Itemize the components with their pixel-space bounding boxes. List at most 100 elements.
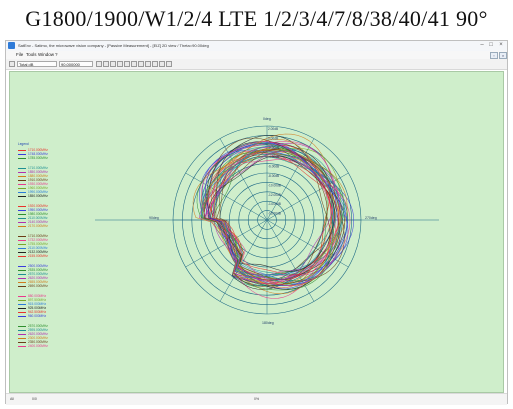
tool-icon-10[interactable] [159,61,165,67]
grid-spoke [185,172,268,221]
legend-item: 2620.000MHz [18,332,58,336]
legend-item: 2170.000MHz [18,224,58,228]
legend-item: 1748.000MHz [18,152,58,156]
legend-item: 2655.000MHz [18,280,58,284]
legend-item: 942.500MHz [18,310,58,314]
legend-swatch [18,346,26,347]
legend-item: 1785.000MHz [18,156,58,160]
legend-item: 1930.000MHz [18,182,58,186]
legend-label: 925.000MHz [28,306,47,310]
page-heading: G1800/1900/W1/2/4 LTE 1/2/3/4/7/8/38/40/… [25,6,488,31]
legend-swatch [18,184,26,185]
legend-label: 1880.000MHz [28,174,48,178]
legend-label: 1710.000MHz [28,166,48,170]
legend-item: 2132.000MHz [18,250,58,254]
legend-item: 2570.000MHz [18,324,58,328]
legend-swatch [18,252,26,253]
legend-swatch [18,236,26,237]
variable-select[interactable]: Total dB [17,61,57,67]
pattern-trace [205,147,340,280]
legend-label: 1850.000MHz [28,194,48,198]
legend-item: 1710.000MHz [18,148,58,152]
legend-swatch [18,240,26,241]
legend-label: 1850.000MHz [28,170,48,174]
legend-item: 2535.000MHz [18,268,58,272]
tool-icon-2[interactable] [103,61,109,67]
menu-tools[interactable]: Tools [26,52,37,57]
view-mode-icon[interactable] [9,61,15,67]
legend-label: 2170.000MHz [28,224,48,228]
legend: Legend 1710.000MHz 1748.000MHz 1785.000MHz… [18,142,58,354]
legend-item: 2140.000MHz [18,220,58,224]
minimize-icon[interactable]: – [480,42,484,48]
pattern-trace [192,148,348,286]
tool-icon-9[interactable] [152,61,158,67]
tool-icon-4[interactable] [117,61,123,67]
app-window: SatEnv - Satimo, the microwave vision co… [5,40,508,405]
pattern-trace [213,150,336,284]
tool-icon-1[interactable] [96,61,102,67]
menu-window[interactable]: Window [38,52,55,57]
legend-label: 897.500MHz [28,298,47,302]
legend-label: 2535.000MHz [28,268,48,272]
status-left: All [10,397,14,401]
legend-swatch [18,180,26,181]
legend-swatch [18,218,26,219]
legend-label: 2132.000MHz [28,250,48,254]
legend-swatch [18,150,26,151]
legend-label: 1732.000MHz [28,238,48,242]
legend-item: 1710.000MHz [18,166,58,170]
legend-swatch [18,158,26,159]
grid-spoke [266,172,349,221]
legend-swatch [18,304,26,305]
mdi-restore-icon[interactable]: ▫ [490,52,498,59]
angle-value-input[interactable]: 90.000000 [59,61,93,67]
tool-icon-11[interactable] [166,61,172,67]
pattern-trace [203,142,339,285]
legend-label: 1960.000MHz [28,186,48,190]
legend-item: 1755.000MHz [18,242,58,246]
legend-item: 2595.000MHz [18,328,58,332]
close-icon[interactable]: × [499,42,503,48]
maximize-icon[interactable]: □ [489,42,493,48]
legend-label: 2110.000MHz [28,246,48,250]
legend-swatch [18,286,26,287]
legend-item: 2400.000MHz [18,344,58,348]
legend-swatch [18,278,26,279]
legend-swatch [18,300,26,301]
legend-swatch [18,270,26,271]
legend-swatch [18,312,26,313]
pattern-trace [196,142,344,291]
tool-icon-6[interactable] [131,61,137,67]
legend-item: 1910.000MHz [18,178,58,182]
legend-item: 1920.000MHz [18,204,58,208]
mdi-close-icon[interactable]: × [499,52,507,59]
pattern-trace [205,133,340,294]
tool-icon-7[interactable] [138,61,144,67]
legend-label: 1910.000MHz [28,178,48,182]
legend-swatch [18,176,26,177]
pattern-trace [214,138,339,285]
legend-item: 2350.000MHz [18,340,58,344]
pattern-trace [202,156,345,275]
legend-item: 2570.000MHz [18,272,58,276]
legend-swatch [18,282,26,283]
legend-swatch [18,308,26,309]
tool-icon-3[interactable] [110,61,116,67]
legend-item: 2110.000MHz [18,246,58,250]
menu-file[interactable]: File [16,52,24,57]
angle-label: 0deg [263,117,271,121]
legend-swatch [18,226,26,227]
legend-label: 880.000MHz [28,294,47,298]
menu-help[interactable]: ? [55,52,58,57]
legend-label: 2595.000MHz [28,328,48,332]
legend-swatch [18,266,26,267]
radial-label: -8.00dB [268,174,279,178]
legend-swatch [18,154,26,155]
tool-icon-8[interactable] [145,61,151,67]
legend-swatch [18,244,26,245]
legend-swatch [18,256,26,257]
legend-swatch [18,188,26,189]
legend-item: 1880.000MHz [18,174,58,178]
tool-icon-5[interactable] [124,61,130,67]
